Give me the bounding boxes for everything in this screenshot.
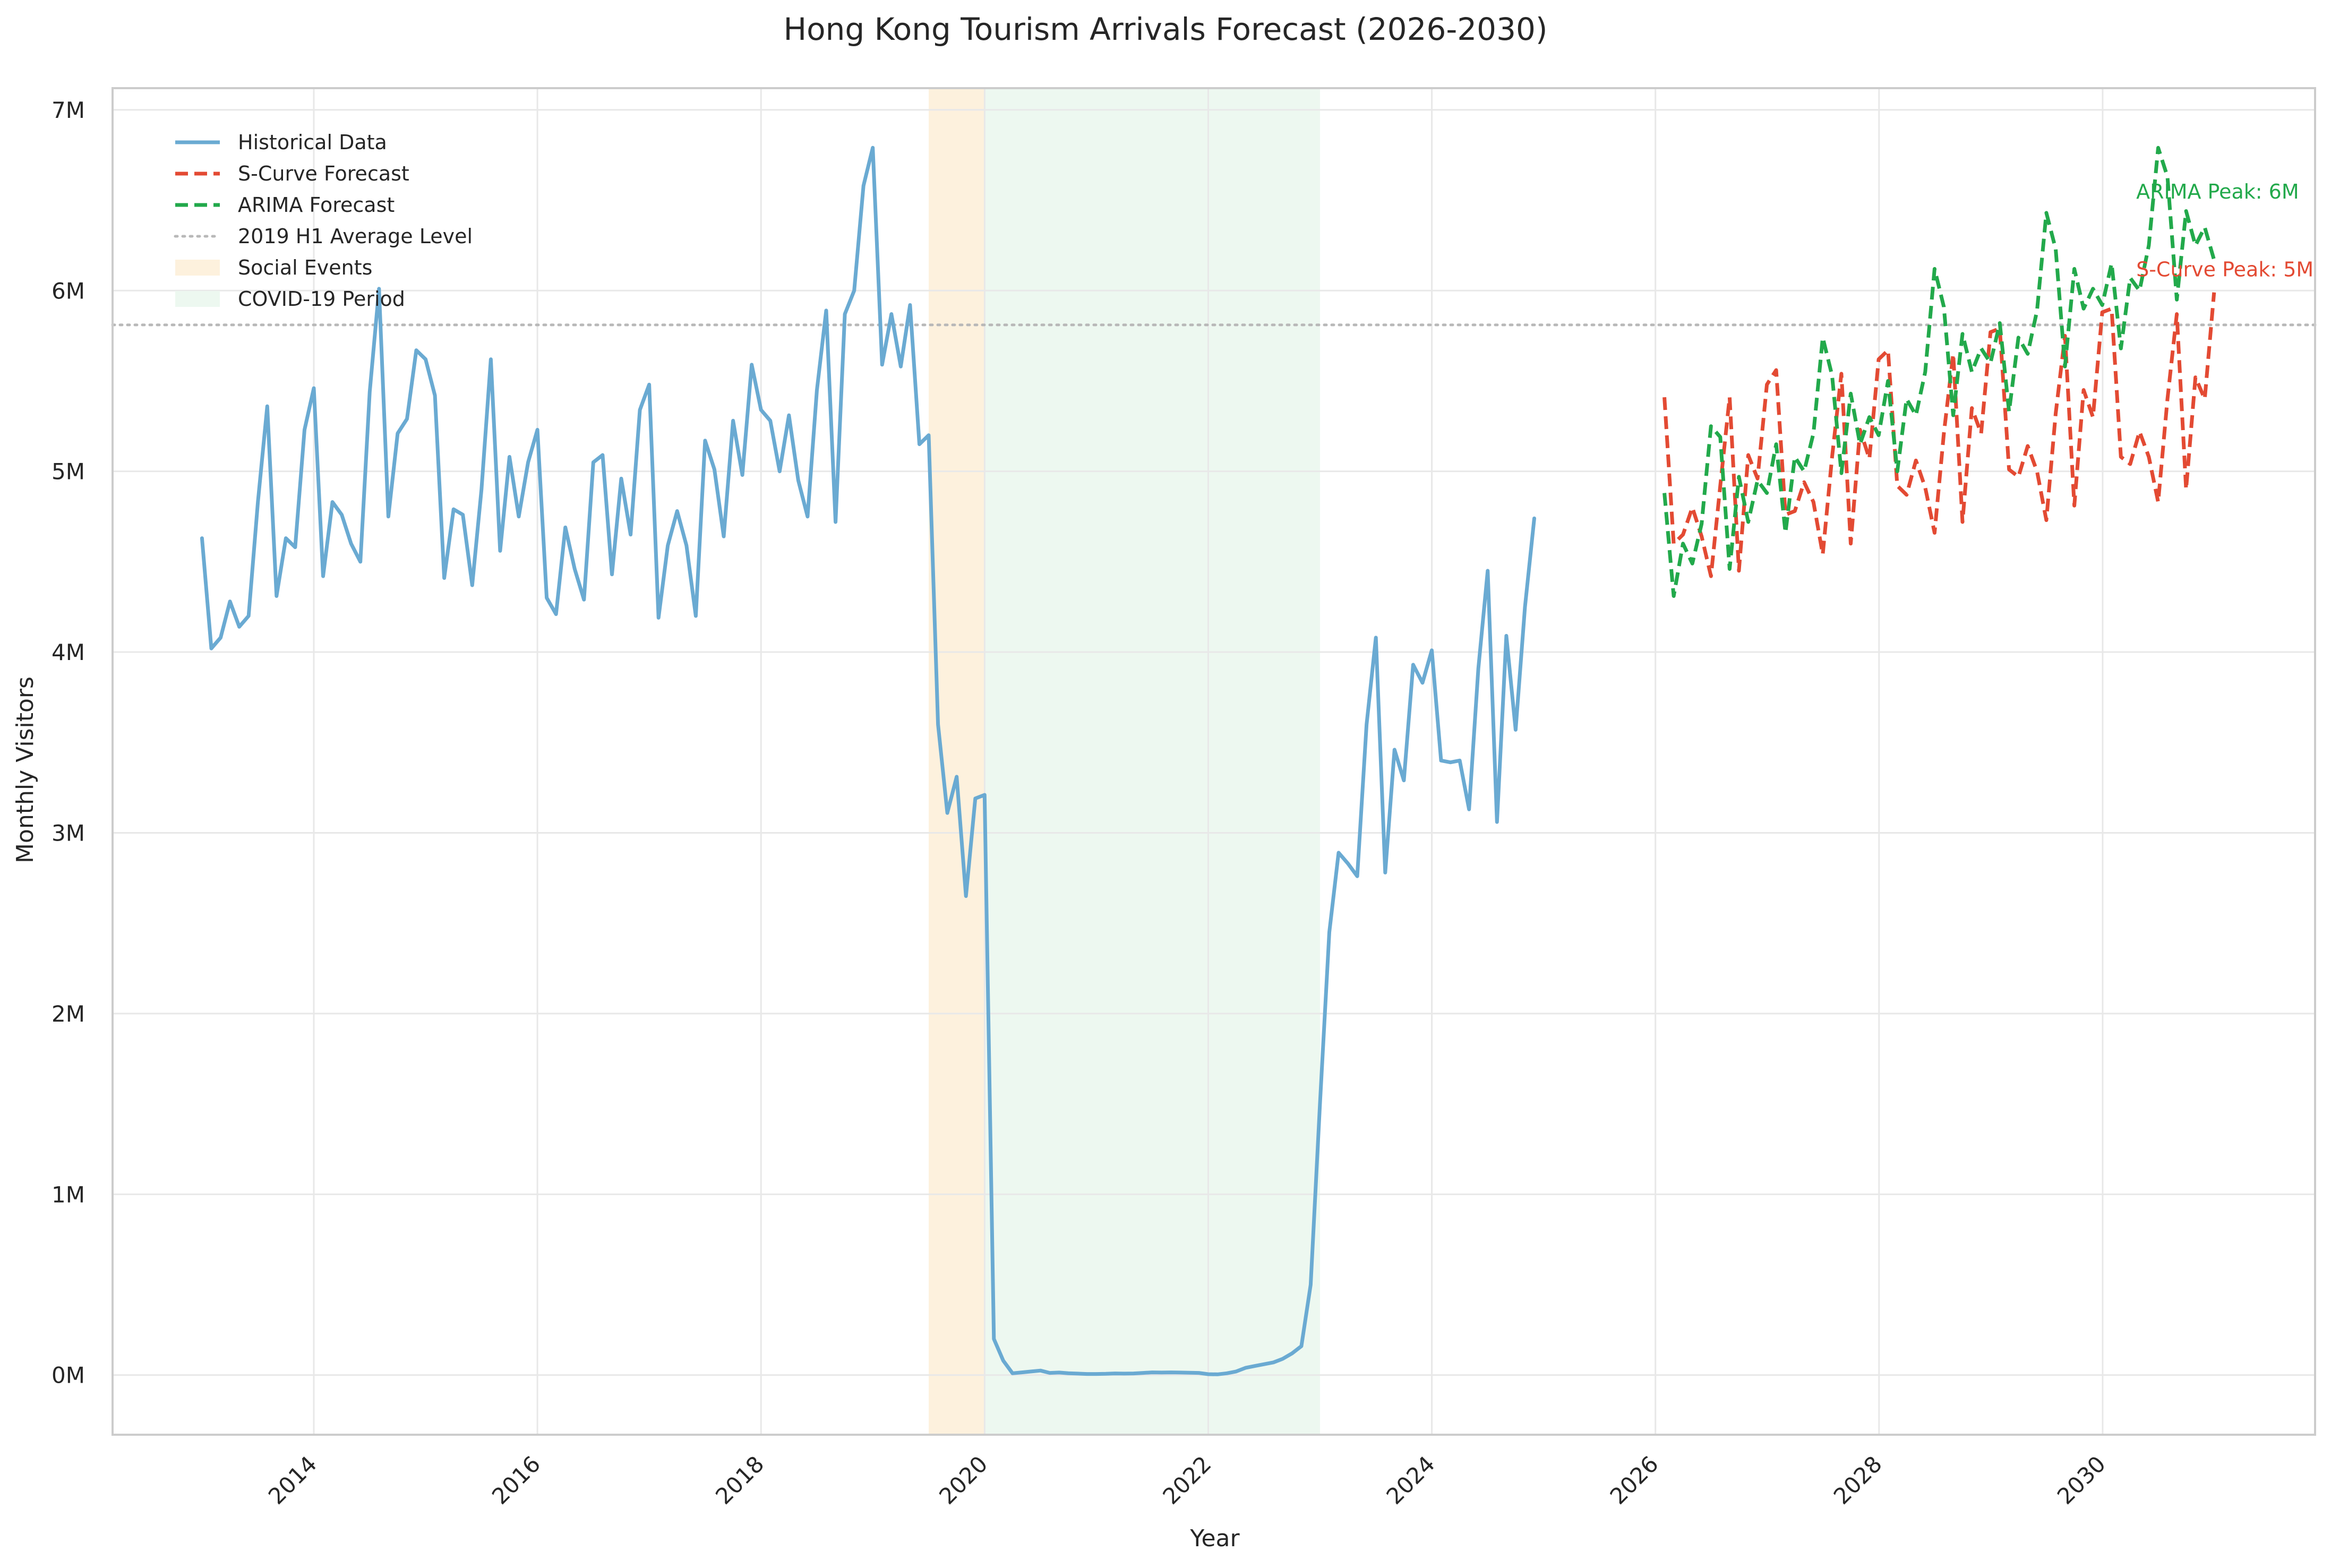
shaded-period-social-events — [929, 88, 985, 1435]
y-tick-label: 0M — [52, 1363, 85, 1389]
legend-entry: COVID-19 Period — [175, 287, 405, 311]
shaded-period-covid-19 — [984, 88, 1321, 1435]
legend-label: S-Curve Forecast — [238, 162, 409, 185]
legend-entry: Social Events — [175, 256, 372, 279]
legend-swatch — [175, 260, 220, 276]
y-tick-label: 2M — [52, 1001, 85, 1027]
legend-entry: 2019 H1 Average Level — [174, 225, 473, 248]
legend-label: Social Events — [238, 256, 372, 279]
legend-label: Historical Data — [238, 131, 387, 154]
legend-entry: S-Curve Forecast — [175, 162, 409, 185]
legend: Historical Data S-Curve Forecast ARIMA For… — [174, 131, 473, 311]
y-tick-label: 4M — [52, 639, 85, 665]
y-tick-label: 5M — [52, 459, 85, 485]
legend-label: ARIMA Forecast — [238, 193, 395, 217]
x-axis-label: Year — [1189, 1525, 1240, 1552]
y-tick-label: 1M — [52, 1181, 85, 1207]
historical-data-line — [200, 145, 1536, 1376]
legend-entry: Historical Data — [175, 131, 387, 154]
chart-title: Hong Kong Tourism Arrivals Forecast (202… — [783, 11, 1547, 47]
series-layer — [200, 145, 2216, 1376]
legend-swatch — [175, 291, 220, 307]
s-curve-peak-annotation: S-Curve Peak: 5M — [2136, 258, 2313, 281]
y-tick-label: 6M — [52, 278, 85, 304]
legend-label: 2019 H1 Average Level — [238, 225, 473, 248]
grid-lines — [113, 88, 2315, 1435]
shaded-periods — [929, 88, 1321, 1435]
legend-entry: ARIMA Forecast — [175, 193, 395, 217]
y-tick-label: 3M — [52, 820, 85, 846]
y-tick-label: 7M — [52, 97, 85, 123]
legend-label: COVID-19 Period — [238, 287, 405, 311]
y-axis-label: Monthly Visitors — [12, 676, 39, 863]
s-curve-forecast-line — [1662, 292, 2216, 578]
arima-peak-annotation: ARIMA Peak: 6M — [2136, 180, 2299, 203]
plot-frame — [112, 87, 2316, 1436]
arima-forecast-line — [1662, 145, 2216, 598]
annotations: ARIMA Peak: 6M S-Curve Peak: 5M — [2136, 180, 2313, 281]
